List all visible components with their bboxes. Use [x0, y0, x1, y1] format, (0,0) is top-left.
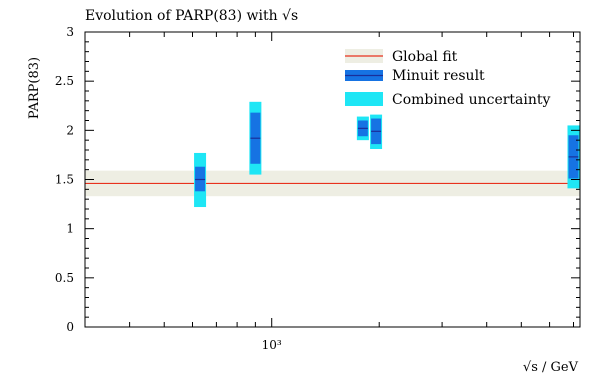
y-tick-label: 3 [66, 25, 74, 39]
data-point-4 [370, 114, 383, 150]
legend-swatch-combined [345, 92, 383, 106]
y-tick-label: 1.5 [55, 173, 74, 187]
legend-entry-combined: Combined uncertainty [345, 92, 551, 108]
chart-title: Evolution of PARP(83) with √s [85, 8, 298, 24]
axes-layer: 0 0.5 1 1.5 2 2.5 3 10³ [55, 25, 581, 352]
data-point-1 [194, 152, 207, 208]
x-tick-label: 10³ [262, 338, 282, 352]
data-point-3 [356, 116, 369, 141]
legend-label-combined: Combined uncertainty [392, 92, 551, 108]
global-fit-band-layer [85, 170, 580, 197]
y-tick-label: 1 [66, 222, 74, 236]
y-tick-label: 2.5 [55, 74, 74, 88]
data-point-5 [567, 125, 580, 189]
y-tick-label: 0.5 [55, 271, 74, 285]
legend-label-minuit: Minuit result [392, 68, 485, 84]
legend: Global fit Minuit result Combined uncertai… [345, 49, 551, 108]
legend-entry-minuit: Minuit result [345, 68, 485, 84]
y-tick-label: 0 [66, 320, 74, 334]
legend-entry-global-fit: Global fit [345, 49, 458, 65]
y-axis-label: PARP(83) [27, 57, 42, 119]
legend-label-global-fit: Global fit [392, 49, 458, 65]
marks-layer [194, 101, 580, 208]
y-tick-label: 2 [66, 123, 74, 137]
x-axis-label: √s / GeV [523, 360, 579, 375]
data-point-2 [249, 101, 262, 175]
